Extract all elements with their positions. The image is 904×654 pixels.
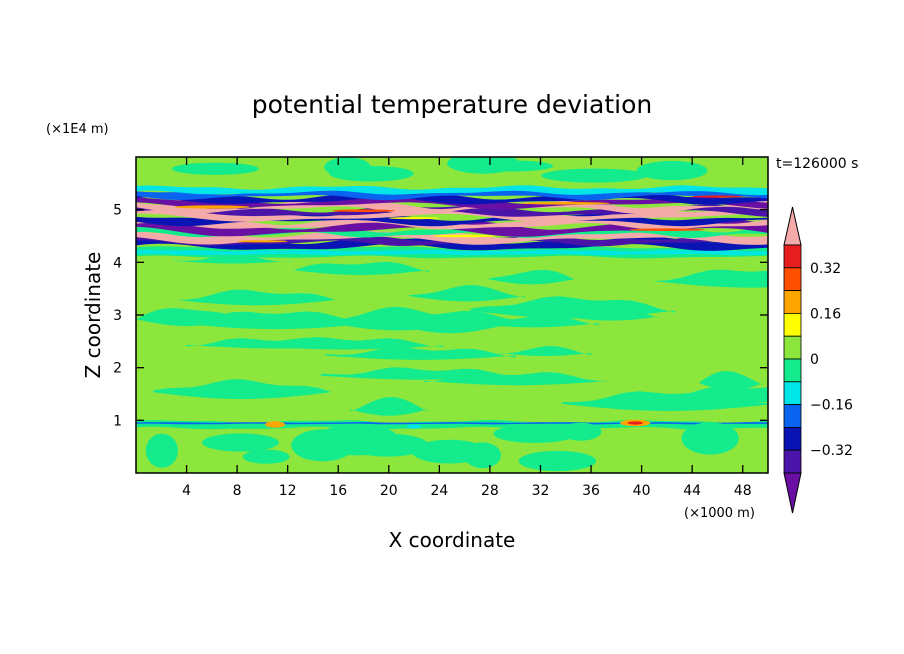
contour-region [464,442,501,469]
contour-region [388,217,440,220]
x-unit-label: (×1000 m) [684,506,755,521]
contour-region [692,195,743,198]
x-tick-label: 8 [233,483,242,499]
colorbar: 0.32 0.16 0 −0.16 −0.32 [783,206,853,514]
contour-region [498,346,592,356]
contour-region [173,254,292,264]
chart-title: potential temperature deviation [252,90,652,119]
contour-region [673,386,768,403]
contour-band [136,422,768,425]
x-tick-label: 4 [182,483,191,499]
colorbar-extend-max [783,206,802,246]
colorbar-swatch [783,358,802,383]
x-tick-label: 48 [734,483,752,499]
x-axis-label: X coordinate [389,528,516,552]
colorbar-tick-label: −0.16 [810,398,853,414]
contour-region [423,372,612,386]
colorbar-swatch [783,244,802,269]
contour-band [136,250,768,256]
contour-band [136,185,768,196]
x-tick-label: 28 [481,483,499,499]
contour-region [325,347,516,360]
contour-region [173,205,250,209]
y-tick-label: 3 [113,308,122,324]
contour-region [246,337,444,350]
x-tick-label: 24 [430,483,448,499]
contour-region [406,424,422,429]
colorbar-tick-label: −0.32 [810,443,853,459]
colorbar-swatch [783,335,802,360]
contour-region [636,161,708,181]
contour-region [171,162,259,175]
contour-region [470,160,554,172]
x-tick-label: 32 [532,483,550,499]
x-tick-label: 36 [582,483,600,499]
y-unit-label: (×1E4 m) [46,122,109,137]
contour-region [541,168,648,183]
contour-region [293,262,429,275]
contour-region [433,234,497,238]
contour-field [136,157,768,473]
contour-band [136,207,768,223]
contour-region [316,423,399,456]
contour-region [264,421,286,428]
contour-band [136,419,768,430]
contour-region [467,314,599,328]
contour-region [488,269,575,285]
y-tick-label: 2 [113,361,122,377]
contour-region [153,379,331,400]
y-tick-label: 4 [113,255,122,271]
contour-region [652,269,768,288]
contour-region [350,397,428,416]
contour-region [202,433,279,452]
contour-region [699,371,763,391]
contour-region [329,165,414,182]
colorbar-tick-label: 0.32 [810,261,841,277]
contour-region [627,421,643,425]
colorbar-swatch [783,267,802,291]
contour-region [629,228,705,231]
x-tick-label: 16 [329,483,347,499]
x-tick-label: 44 [683,483,701,499]
y-tick-label: 1 [113,413,122,429]
colorbar-tick-label: 0.16 [810,306,841,322]
contour-region [518,450,597,472]
colorbar-swatch [783,426,802,451]
y-axis-label: Z coordinate [81,252,105,379]
contour-region [331,209,396,212]
colorbar-swatch [783,404,802,428]
contour-region [493,424,577,443]
contour-region [173,311,379,330]
colorbar-swatch [783,381,802,405]
contour-region [176,289,337,306]
colorbar-swatch [783,312,802,337]
contour-region [681,422,739,455]
y-axis-ticks: 1 2 3 4 5 [113,203,768,429]
x-axis-ticks: 4 8 12 16 20 24 28 32 36 40 44 48 [182,157,752,499]
colorbar-extend-min [783,472,802,514]
x-tick-label: 20 [380,483,398,499]
contour-region [521,202,610,205]
x-tick-label: 12 [279,483,297,499]
time-label: t=126000 s [776,156,858,172]
contour-region [409,285,525,302]
contour-region [242,449,290,464]
y-tick-label: 5 [113,203,122,219]
contour-region [237,240,288,243]
contour-region [565,309,658,321]
colorbar-tick-label: 0 [810,352,819,368]
x-tick-label: 40 [633,483,651,499]
colorbar-swatch [783,449,802,474]
colorbar-swatch [783,290,802,314]
contour-band [136,199,768,215]
contour-region [145,433,178,468]
